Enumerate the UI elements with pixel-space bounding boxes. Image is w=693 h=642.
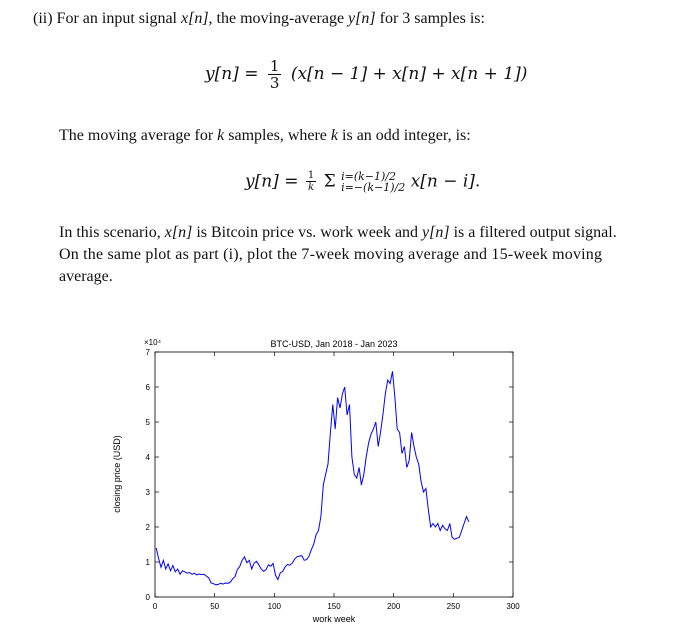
y-tick-label: 3: [146, 488, 151, 497]
x-tick-label: 200: [387, 602, 401, 611]
scenario-b: is Bitcoin price vs. work week and: [192, 224, 423, 241]
k-variable-1: k: [217, 127, 225, 144]
x-tick-label: 0: [153, 602, 158, 611]
series-group: [155, 371, 470, 586]
scenario-a: In this scenario,: [59, 224, 165, 241]
eq1-numerator: 1: [267, 57, 282, 75]
x-tick-label: 250: [447, 602, 461, 611]
x-tick-label: 100: [268, 602, 282, 611]
eq2-denominator: k: [308, 182, 315, 193]
intro-suffix: for 3 samples is:: [375, 10, 485, 27]
y-multiplier: ×10⁴: [144, 338, 162, 347]
y-tick-label: 4: [146, 453, 151, 462]
eq2-rhs: x[n − i].: [410, 171, 481, 192]
x-tick-label: 50: [210, 602, 219, 611]
eq1-fraction: 1 3: [267, 57, 282, 92]
y-tick-label: 2: [146, 523, 151, 532]
x-axis-label: work week: [312, 614, 356, 624]
paragraph-k-samples: The moving average for k samples, where …: [59, 126, 471, 146]
plot-area: [154, 351, 514, 598]
scenario-x: x[n]: [164, 224, 193, 241]
scenario-c: is a filtered output signal.: [449, 224, 617, 241]
k-variable-2: k: [330, 127, 339, 144]
k-mid: samples, where: [224, 127, 331, 144]
y-tick-label: 7: [146, 348, 151, 357]
eq2-limits: i=(k−1)/2 i=−(k−1)/2: [341, 171, 405, 193]
paragraph-scenario-line2: On the same plot as part (i), plot the 7…: [59, 246, 603, 263]
eq2-upper-limit: i=(k−1)/2: [341, 169, 396, 183]
axis-ticks: 0 50 100 150 200 250 300 0 1 2 3 4 5 6 7: [146, 348, 521, 611]
paragraph-scenario-line3: average.: [59, 268, 113, 285]
eq2-lower-limit: i=−(k−1)/2: [341, 180, 406, 194]
eq1-denominator: 3: [269, 74, 280, 92]
eq2-numerator: 1: [305, 170, 317, 182]
intro-x-signal: x[n]: [180, 10, 209, 27]
btc-price-chart: BTC-USD, Jan 2018 - Jan 2023 ×10⁴ closin…: [112, 338, 521, 624]
eq1-lhs: y[n] =: [205, 64, 259, 84]
intro-mid: , the moving-average: [208, 10, 349, 27]
intro-y-signal: y[n]: [348, 10, 376, 27]
y-tick-label: 6: [146, 383, 151, 392]
eq1-rhs: (x[n − 1] + x[n] + x[n + 1]): [290, 64, 528, 84]
eq2-lhs: y[n] =: [245, 171, 299, 192]
k-prefix: The moving average for: [59, 127, 218, 144]
intro-prefix: (ii) For an input signal: [33, 10, 181, 27]
paragraph-scenario-line1: In this scenario, x[n] is Bitcoin price …: [59, 223, 617, 243]
y-tick-label: 5: [146, 418, 151, 427]
x-tick-label: 150: [327, 602, 341, 611]
eq2-sigma: Σ: [323, 171, 336, 192]
price-series-line: [155, 371, 470, 586]
k-suffix: is an odd integer, is:: [338, 127, 471, 144]
chart-title: BTC-USD, Jan 2018 - Jan 2023: [270, 339, 397, 349]
y-tick-label: 0: [146, 593, 151, 602]
equation-3-sample: y[n] = 1 3 (x[n − 1] + x[n] + x[n + 1]): [205, 58, 527, 91]
x-tick-label: 300: [506, 602, 520, 611]
scenario-y: y[n]: [422, 224, 450, 241]
paragraph-intro: (ii) For an input signal x[n], the movin…: [33, 9, 485, 29]
y-tick-label: 1: [146, 558, 151, 567]
equation-k-sample: y[n] = 1 k Σ i=(k−1)/2 i=−(k−1)/2 x[n − …: [245, 170, 480, 200]
eq2-fraction: 1 k: [305, 170, 317, 193]
y-axis-label: closing price (USD): [112, 435, 122, 513]
